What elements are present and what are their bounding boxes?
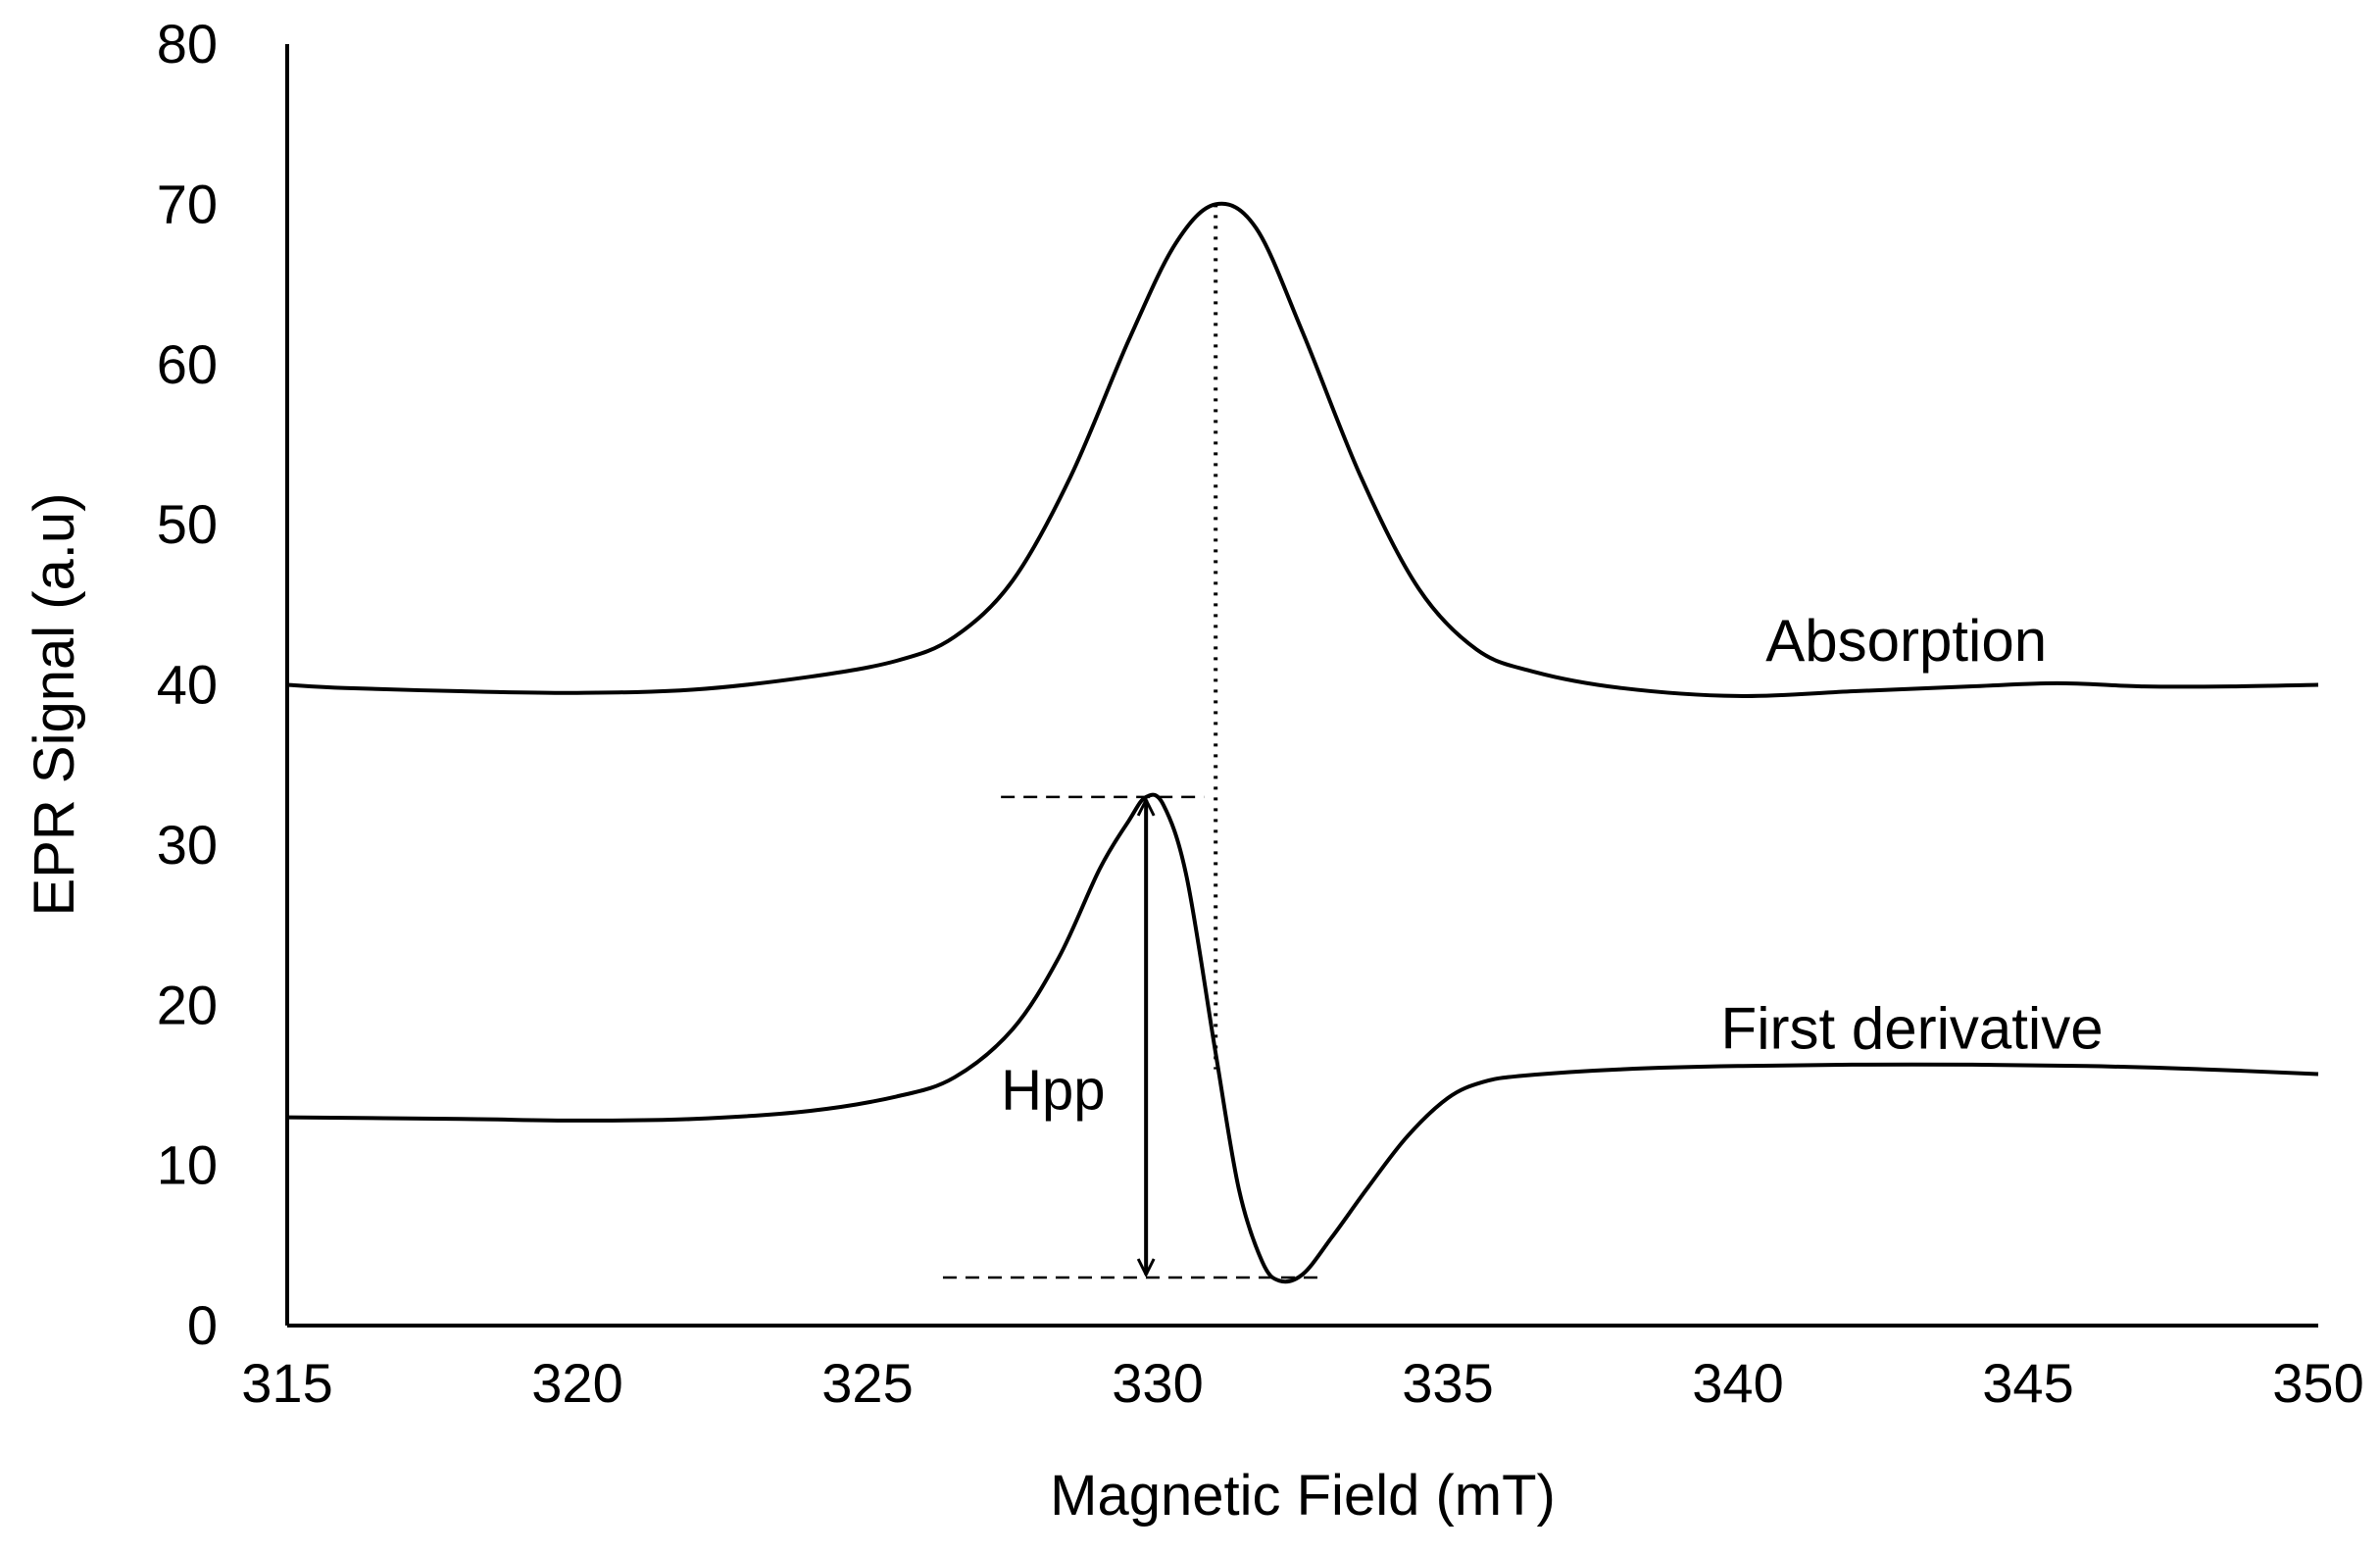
x-tick-label: 345 [1982,1352,2073,1414]
series-line-absorption [286,201,2319,698]
series-label-first-derivative: First derivative [1721,995,2104,1061]
x-tick-label: 340 [1692,1352,1783,1414]
y-tick-label: 10 [157,1134,218,1196]
x-tick-label: 320 [531,1352,622,1414]
x-tick-label: 330 [1112,1352,1203,1414]
series-line-first-derivative [286,792,2319,1284]
x-tick-label: 335 [1402,1352,1493,1414]
x-tick-label: 325 [821,1352,913,1414]
y-tick-label: 30 [157,814,218,876]
y-tick-label: 80 [157,13,218,75]
series-label-absorption: Absorption [1765,608,2047,674]
y-tick-label: 0 [187,1294,218,1356]
x-axis-title: Magnetic Field (mT) [1050,1464,1556,1528]
y-tick-label: 60 [157,333,218,395]
y-tick-label: 20 [157,974,218,1035]
y-tick-label: 40 [157,654,218,716]
x-tick-label: 350 [2272,1352,2363,1414]
y-axis-title: EPR Signal (a.u) [23,493,86,917]
y-tick-label: 70 [157,173,218,234]
x-tick-labels: 315 320 325 330 335 340 345 350 [241,1352,2363,1414]
y-tick-labels: 0 10 20 30 40 50 60 70 80 [157,13,218,1356]
x-tick-label: 315 [241,1352,332,1414]
hpp-annotation-label: Hpp [1001,1058,1105,1122]
y-tick-label: 50 [157,493,218,555]
